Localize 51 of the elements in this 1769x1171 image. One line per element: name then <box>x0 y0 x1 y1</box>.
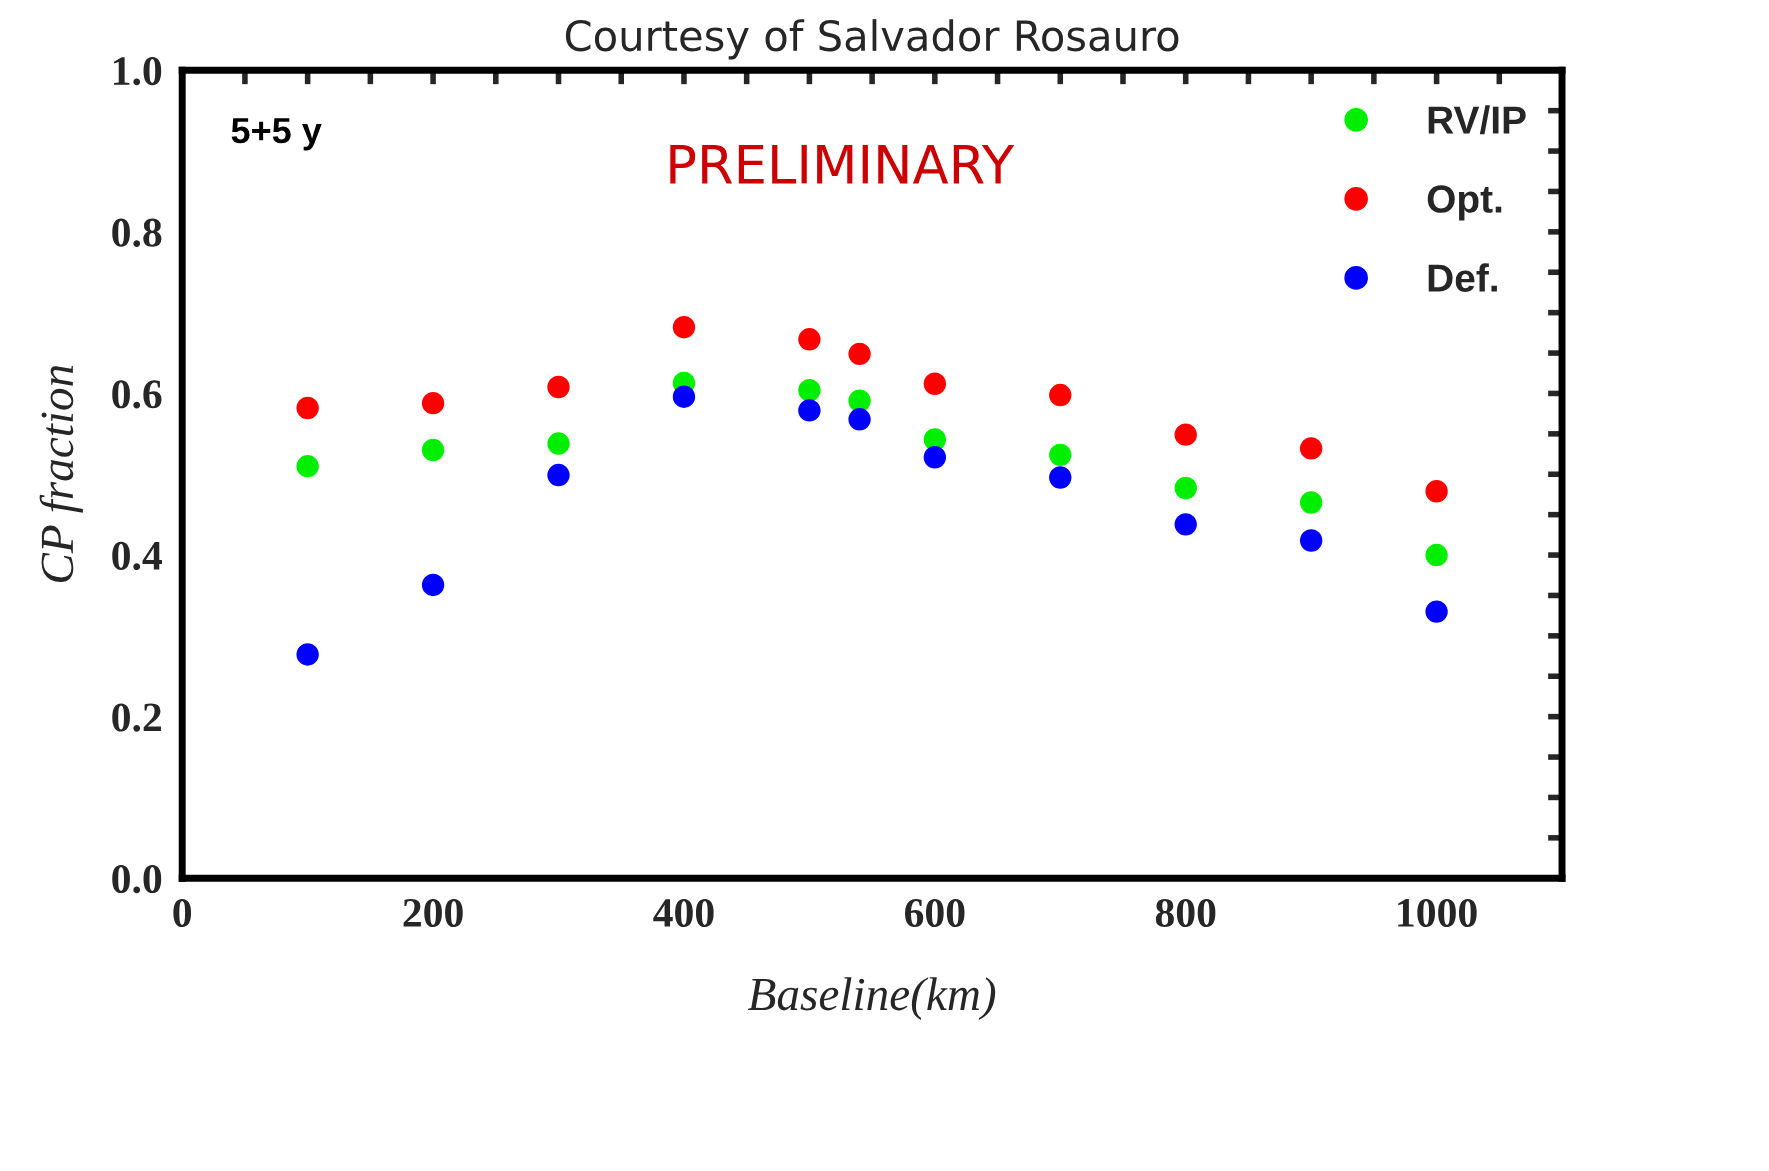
point <box>848 342 871 366</box>
point <box>798 379 821 402</box>
point <box>296 454 319 478</box>
point <box>923 372 947 395</box>
point <box>421 438 445 462</box>
x-tick-label: 800 <box>1155 898 1216 928</box>
point <box>672 316 696 339</box>
y-tick-label: 0.0 <box>112 865 162 894</box>
x-tick-label: 400 <box>653 898 714 928</box>
point <box>296 396 319 420</box>
chart-title: Courtesy of Salvador Rosauro <box>565 19 1179 60</box>
legend-label: Def. <box>1428 263 1497 292</box>
point <box>296 643 319 666</box>
point <box>1299 437 1323 460</box>
point <box>1049 443 1072 467</box>
point <box>1049 383 1072 407</box>
point <box>923 446 947 469</box>
point <box>1425 480 1448 503</box>
legend-label: RV/IP <box>1428 105 1526 135</box>
point <box>848 408 871 431</box>
point <box>1299 491 1323 514</box>
point <box>848 389 871 412</box>
point <box>547 432 570 455</box>
y-tick-label: 0.2 <box>112 703 161 732</box>
point <box>1425 543 1448 567</box>
point <box>1174 423 1197 446</box>
legend-label: Opt. <box>1427 185 1502 221</box>
x-tick-label: 0 <box>173 898 192 928</box>
point <box>672 385 696 408</box>
point <box>421 391 445 415</box>
x-tick-label: 600 <box>905 898 965 928</box>
annotation: 5+5 y <box>231 118 322 151</box>
y-tick-label: 1.0 <box>114 57 162 86</box>
point <box>1299 529 1323 552</box>
point <box>421 573 445 597</box>
x-tick-label: 1000 <box>1398 898 1477 928</box>
point <box>798 328 821 351</box>
point <box>547 463 570 487</box>
point <box>1425 600 1448 623</box>
y-tick-label: 0.4 <box>112 541 162 571</box>
y-tick-label: 0.8 <box>112 218 162 247</box>
point <box>1174 513 1197 536</box>
y-tick-label: 0.6 <box>112 380 162 409</box>
point <box>1049 466 1072 489</box>
point <box>798 399 821 422</box>
point <box>547 375 570 399</box>
annotation: PRELIMINARY <box>670 144 1015 184</box>
x-tick-label: 200 <box>403 898 463 928</box>
y-axis-title: CP fraction <box>39 365 83 583</box>
x-axis-title: Baseline(km) <box>747 977 996 1020</box>
point <box>1174 476 1197 500</box>
